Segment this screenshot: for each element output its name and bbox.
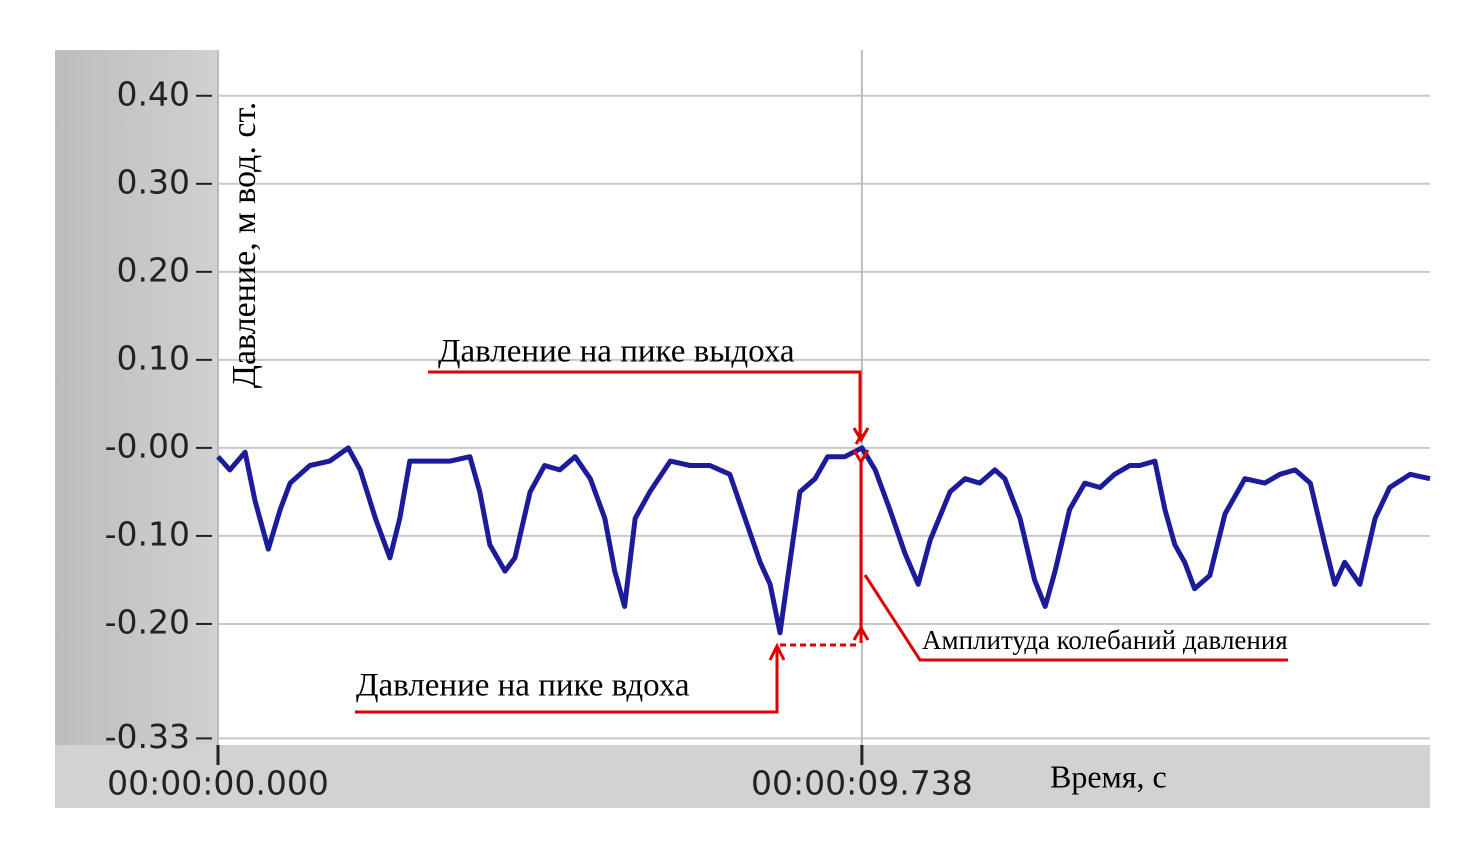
x-axis-label: Время, с [1050, 758, 1167, 794]
annotation: Давление на пике вдоха [356, 668, 690, 704]
y-tick-label: 0.30 [117, 162, 190, 201]
y-axis-label: Давление, м вод. ст. [226, 102, 263, 388]
y-tick-label: -0.10 [105, 514, 190, 553]
x-tick-label: 00:00:00.000 [107, 764, 329, 803]
plot-area [218, 50, 1430, 745]
annotation-lines [355, 370, 1288, 714]
grid [217, 50, 1430, 745]
y-tick-label: -0.20 [105, 602, 190, 641]
series [216, 445, 1431, 636]
annotation: Амплитуда колебаний давления [922, 625, 1288, 655]
y-tick-label: 0.20 [117, 250, 190, 289]
x-tick-label: 00:00:09.738 [751, 764, 973, 803]
x-axis-panel [55, 745, 1430, 808]
annotation: Давление на пике выдоха [438, 334, 795, 370]
y-tick-label: 0.10 [117, 338, 190, 377]
y-tick-label: -0.33 [105, 717, 190, 756]
y-tick-label: -0.00 [105, 426, 190, 465]
y-tick-label: 0.40 [117, 74, 190, 113]
data-line [216, 445, 1431, 636]
